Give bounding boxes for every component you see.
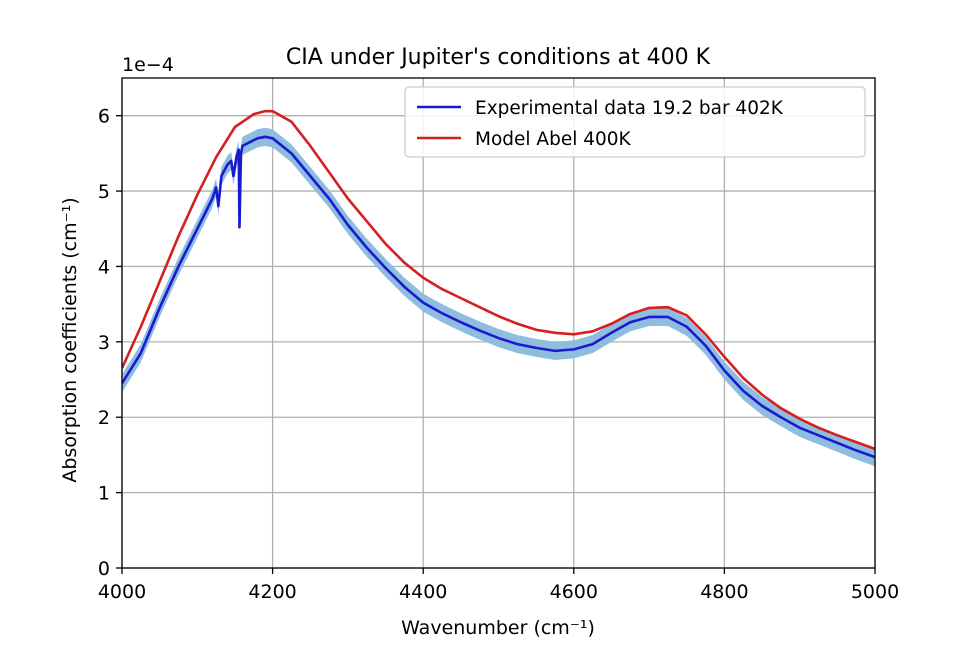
x-tick-label: 4800 [700, 581, 748, 603]
x-tick-label: 4600 [550, 581, 598, 603]
chart-title: CIA under Jupiter's conditions at 400 K [286, 45, 711, 70]
plot-frame [121, 77, 876, 569]
legend-box [404, 86, 866, 158]
x-tick-label: 4200 [248, 581, 296, 603]
plot-area [122, 109, 875, 467]
y-tick-label: 0 [98, 558, 110, 580]
x-tick-label: 4400 [399, 581, 447, 603]
y-tick-label: 4 [98, 256, 110, 278]
ticks: 4000 4200 4400 4600 4800 5000 0 1 2 3 4 5 6 [98, 106, 899, 603]
y-tick-label: 6 [98, 106, 110, 128]
legend: Experimental data 19.2 bar 402K Model Abe… [404, 86, 866, 158]
x-tick-label: 4000 [98, 581, 146, 603]
x-axis-label: Wavenumber (cm⁻¹) [401, 617, 595, 639]
y-tick-label: 2 [98, 407, 110, 429]
y-tick-label: 3 [98, 332, 110, 354]
y-tick-label: 5 [98, 181, 110, 203]
series-line-0 [122, 135, 875, 459]
y-tick-label: 1 [98, 483, 110, 505]
series-uncertainty-band [122, 127, 875, 467]
legend-entry: Experimental data 19.2 bar 402K [475, 98, 784, 119]
y-offset-text: 1e−4 [122, 54, 174, 76]
y-axis-label: Absorption coefficients (cm⁻¹) [59, 197, 81, 482]
x-tick-label: 5000 [851, 581, 899, 603]
legend-entry: Model Abel 400K [475, 129, 632, 150]
series-line-1 [122, 109, 875, 451]
